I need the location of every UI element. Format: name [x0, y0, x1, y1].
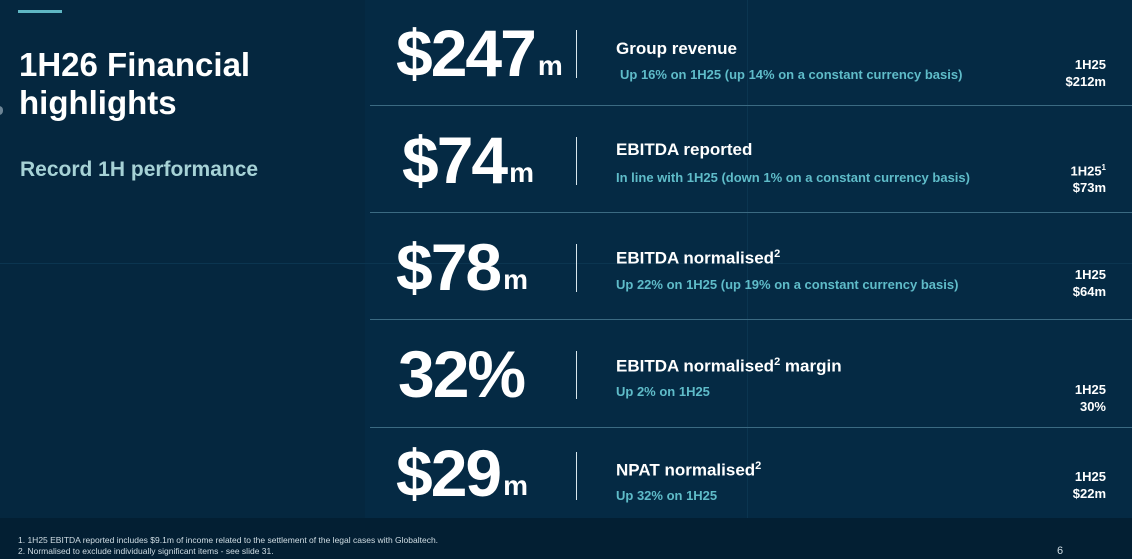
comparison-period: 1H25: [1073, 266, 1106, 283]
comparison-period-text: 1H25: [1070, 163, 1102, 179]
title-panel: 1H26 Financial highlights Record 1H perf…: [0, 0, 365, 518]
comparison-value: 1H25 30%: [1075, 381, 1106, 415]
metric-note: Up 22% on 1H25 (up 19% on a constant cur…: [616, 277, 959, 292]
comparison-period: 1H25: [1073, 468, 1106, 485]
metric-value: $74 m: [402, 106, 534, 213]
metric-label-text: NPAT normalised: [616, 460, 756, 480]
metric-number: $78: [396, 229, 502, 304]
comparison-amount: $22m: [1072, 486, 1106, 501]
comparison-amount: $64m: [1072, 284, 1106, 299]
metric-note: Up 16% on 1H25 (up 14% on a constant cur…: [620, 67, 963, 82]
accent-bar: [18, 10, 62, 13]
footnote-2: 2. Normalised to exclude individually si…: [18, 546, 274, 556]
metric-value: $247 m: [396, 0, 563, 106]
metric-row-group-revenue: $247 m Group revenue Up 16% on 1H25 (up …: [370, 0, 1132, 106]
metric-unit: m: [509, 157, 535, 188]
comparison-amount: $73m: [1072, 180, 1106, 196]
metric-label: EBITDA reported: [616, 140, 752, 160]
metric-row-npat-normalised: $29 m NPAT normalised2 Up 32% on 1H25 1H…: [370, 428, 1132, 518]
metric-row-ebitda-reported: $74 m EBITDA reported In line with 1H25 …: [370, 106, 1132, 213]
metric-note: In line with 1H25 (down 1% on a constant…: [616, 170, 970, 185]
metric-label-text: Group revenue: [616, 39, 737, 58]
metric-label-text: EBITDA normalised: [616, 356, 775, 376]
comparison-period-text: 1H25: [1074, 57, 1106, 72]
metric-unit: m: [537, 50, 563, 81]
metric-number: $29: [396, 436, 502, 510]
footnote-1: 1. 1H25 EBITDA reported includes $9.1m o…: [18, 535, 439, 545]
metric-number: 32%: [398, 337, 526, 411]
metric-value: $29 m: [396, 428, 528, 518]
row-divider: [370, 212, 1132, 213]
comparison-amount: 30%: [1079, 399, 1106, 414]
metrics-panel: $247 m Group revenue Up 16% on 1H25 (up …: [370, 0, 1132, 518]
metric-value: $78 m: [396, 213, 528, 320]
row-divider: [370, 105, 1132, 106]
metric-unit: m: [503, 470, 529, 501]
comparison-period-text: 1H25: [1074, 267, 1106, 282]
metric-label: NPAT normalised2: [616, 460, 761, 481]
background-grid-line-horizontal: [0, 263, 1132, 264]
footnote-marker: 2: [774, 248, 781, 260]
metric-separator: [576, 30, 577, 78]
row-divider: [370, 427, 1132, 428]
metric-number: $74: [402, 122, 508, 197]
metric-row-ebitda-normalised: $78 m EBITDA normalised2 Up 22% on 1H25 …: [370, 213, 1132, 320]
metric-label: Group revenue: [616, 39, 737, 59]
metric-row-ebitda-margin: 32% EBITDA normalised2 margin Up 2% on 1…: [370, 320, 1132, 428]
metric-label: EBITDA normalised2 margin: [616, 356, 842, 377]
metric-value: 32%: [398, 320, 526, 428]
metric-label-suffix: margin: [780, 356, 842, 376]
comparison-period: 1H25: [1066, 56, 1106, 73]
metric-note: Up 2% on 1H25: [616, 384, 710, 399]
footer: 1. 1H25 EBITDA reported includes $9.1m o…: [0, 518, 1132, 559]
comparison-value: 1H25 $64m: [1073, 266, 1106, 300]
metric-number: $247: [396, 16, 537, 90]
metric-label-text: EBITDA reported: [616, 140, 753, 159]
comparison-value: 1H25 $22m: [1073, 468, 1106, 502]
background-grid-line-vertical: [747, 0, 748, 559]
footnote-marker: 2: [755, 460, 762, 472]
comparison-value: 1H25 $212m: [1066, 56, 1106, 90]
comparison-value: 1H251 $73m: [1070, 159, 1106, 196]
metric-separator: [576, 351, 577, 399]
metric-unit: m: [503, 264, 529, 295]
footnote-marker: 2: [774, 356, 781, 368]
page-title: 1H26 Financial highlights: [19, 46, 251, 121]
comparison-period-text: 1H25: [1074, 469, 1106, 484]
footnote-marker: 1: [1101, 163, 1106, 172]
comparison-period-text: 1H25: [1074, 382, 1106, 397]
side-tab-marker: [0, 106, 3, 115]
comparison-period: 1H25: [1075, 381, 1106, 398]
comparison-period: 1H251: [1070, 159, 1106, 179]
metric-note: Up 32% on 1H25: [616, 488, 718, 503]
page-subtitle: Record 1H performance: [20, 158, 259, 181]
metric-separator: [576, 244, 577, 292]
metric-label-text: EBITDA normalised: [616, 248, 775, 268]
metric-label: EBITDA normalised2: [616, 248, 780, 269]
comparison-amount: $212m: [1065, 74, 1106, 89]
metric-separator: [576, 137, 577, 185]
page-number: 6: [1057, 545, 1064, 557]
row-divider: [370, 319, 1132, 320]
metric-separator: [576, 452, 577, 500]
